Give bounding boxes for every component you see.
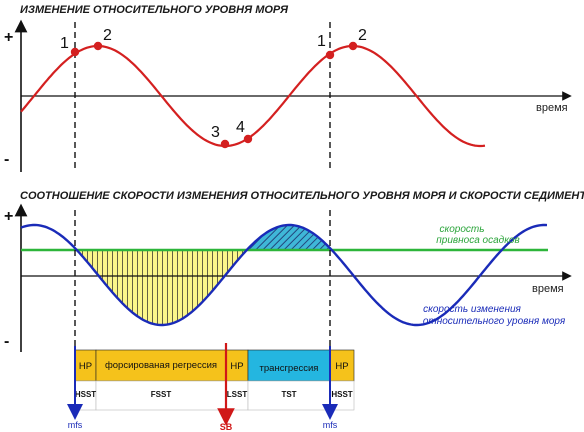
tract-label-lsst: LSST <box>227 390 248 399</box>
bottom-chart-title: СООТНОШЕНИЕ СКОРОСТИ ИЗМЕНЕНИЯ ОТНОСИТЕЛ… <box>20 190 584 202</box>
curve-point-1 <box>70 47 80 57</box>
curve-point-3 <box>220 139 230 149</box>
sediment-label-line1: скорость <box>440 224 485 235</box>
top-chart-title: ИЗМЕНЕНИЕ ОТНОСИТЕЛЬНОГО УРОВНЯ МОРЯ <box>20 4 289 16</box>
point-label-1b: 1 <box>317 33 326 50</box>
tract-label-hsst-1: HSST <box>75 390 96 399</box>
stage-label-hp-3: НР <box>335 361 348 372</box>
tract-label-hsst-2: HSST <box>331 390 352 399</box>
stage-label-hp-2: НР <box>230 361 243 372</box>
point-label-4: 4 <box>236 119 245 136</box>
bottom-x-axis-label: время <box>532 283 564 295</box>
bottom-minus-sign: - <box>4 333 9 350</box>
sealevel-label-line1: скорость изменения <box>423 304 521 315</box>
curve-point-4 <box>243 134 253 144</box>
point-label-1: 1 <box>60 35 69 52</box>
point-label-3: 3 <box>211 124 220 141</box>
point-label-2: 2 <box>103 27 112 44</box>
top-minus-sign: - <box>4 151 9 168</box>
curve-point-2 <box>93 41 103 51</box>
tract-label-fsst: FSST <box>151 390 172 399</box>
point-label-2b: 2 <box>358 27 367 44</box>
sea-level-rate-curve <box>20 223 548 327</box>
mfs-label-2: mfs <box>323 420 338 430</box>
stage-label-hp-1: НР <box>79 361 92 372</box>
stage-label-transgression: трансгрессия <box>260 363 319 374</box>
excess-area-fill <box>246 225 332 250</box>
deficit-area-fill <box>76 250 247 325</box>
stage-label-forced-regression: форсированая регрессия <box>105 360 217 371</box>
stage-box-forced-regression <box>95 349 227 382</box>
curve-point-1b <box>325 50 335 60</box>
stage-box-transgression <box>247 349 331 382</box>
curve-point-2b <box>348 41 358 51</box>
tract-label-tst: TST <box>281 390 296 399</box>
tract-cell-fsst <box>95 380 227 411</box>
mfs-label-1: mfs <box>68 420 83 430</box>
tract-cell-tst <box>247 380 331 411</box>
bottom-plus-sign: + <box>4 208 13 225</box>
top-x-axis-label: время <box>536 102 568 114</box>
top-plus-sign: + <box>4 29 13 46</box>
sealevel-label-line2: относительного уровня моря <box>423 316 566 327</box>
sediment-label-line2: привноса осадков <box>436 235 519 246</box>
sb-label: SB <box>220 422 233 432</box>
